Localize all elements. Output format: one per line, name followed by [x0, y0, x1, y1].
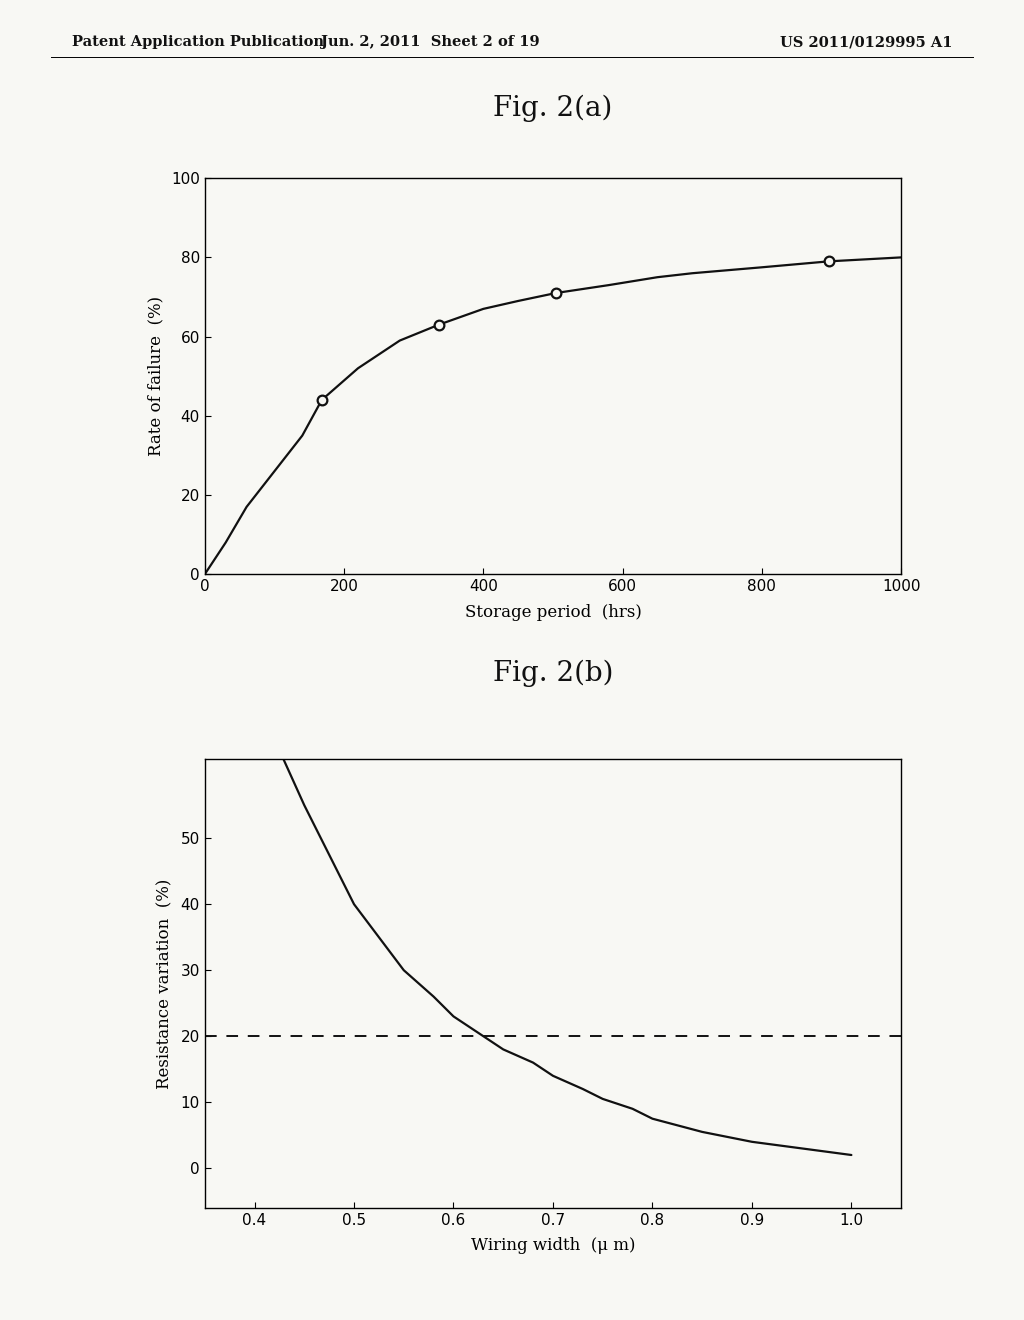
X-axis label: Storage period  (hrs): Storage period (hrs): [465, 603, 641, 620]
Y-axis label: Rate of failure  (%): Rate of failure (%): [147, 296, 164, 457]
Y-axis label: Resistance variation  (%): Resistance variation (%): [157, 878, 174, 1089]
X-axis label: Wiring width  (μ m): Wiring width (μ m): [471, 1237, 635, 1254]
Text: Fig. 2(a): Fig. 2(a): [494, 95, 612, 123]
Text: Patent Application Publication: Patent Application Publication: [72, 36, 324, 49]
Text: Jun. 2, 2011  Sheet 2 of 19: Jun. 2, 2011 Sheet 2 of 19: [321, 36, 540, 49]
Text: US 2011/0129995 A1: US 2011/0129995 A1: [780, 36, 952, 49]
Text: Fig. 2(b): Fig. 2(b): [493, 660, 613, 688]
